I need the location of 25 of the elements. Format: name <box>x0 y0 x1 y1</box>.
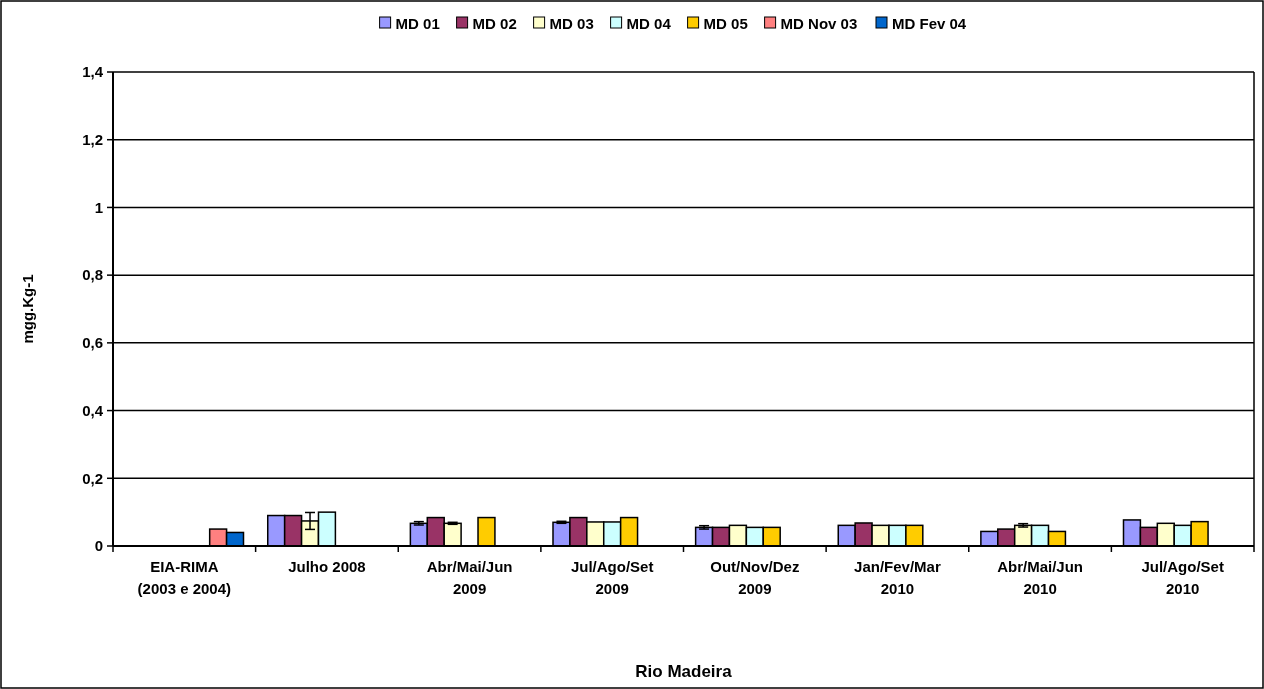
y-tick-label: 0 <box>94 537 103 555</box>
legend-label: MD 01 <box>395 15 440 33</box>
legend-label: MD 04 <box>626 15 672 33</box>
x-tick-label: Abr/Mai/Jun 2009 <box>426 558 513 597</box>
x-tick-label: EIA-RIMA (2003 e 2004) <box>137 558 232 597</box>
y-tick-label: 1,2 <box>82 130 103 148</box>
y-tick-label: 0,6 <box>82 334 103 352</box>
legend-label: MD Fev 04 <box>892 15 967 33</box>
y-tick-label: 1,4 <box>82 63 104 81</box>
x-tick-label: Julho 2008 <box>288 558 366 575</box>
x-tick-label: Jul/Ago/Set 2010 <box>1141 558 1224 597</box>
legend-label: MD 02 <box>472 15 517 33</box>
x-axis-title: Rio Madeira <box>635 662 733 681</box>
x-tick-label: Abr/Mai/Jun 2010 <box>997 558 1083 597</box>
y-axis-title: mgg.Kg-1 <box>19 274 36 344</box>
legend-label: MD Nov 03 <box>780 15 858 33</box>
x-tick-label: Jul/Ago/Set 2009 <box>570 558 654 597</box>
legend-label: MD 05 <box>703 15 748 33</box>
y-tick-label: 0,2 <box>82 469 103 487</box>
y-tick-label: 0,8 <box>82 266 103 284</box>
y-tick-label: 1 <box>94 198 103 216</box>
x-tick-label: Jan/Fev/Mar 2010 <box>854 558 941 597</box>
legend-label: MD 03 <box>549 15 594 33</box>
x-tick-label: Out/Nov/Dez 2009 <box>710 558 800 597</box>
y-tick-label: 0,4 <box>82 401 104 419</box>
